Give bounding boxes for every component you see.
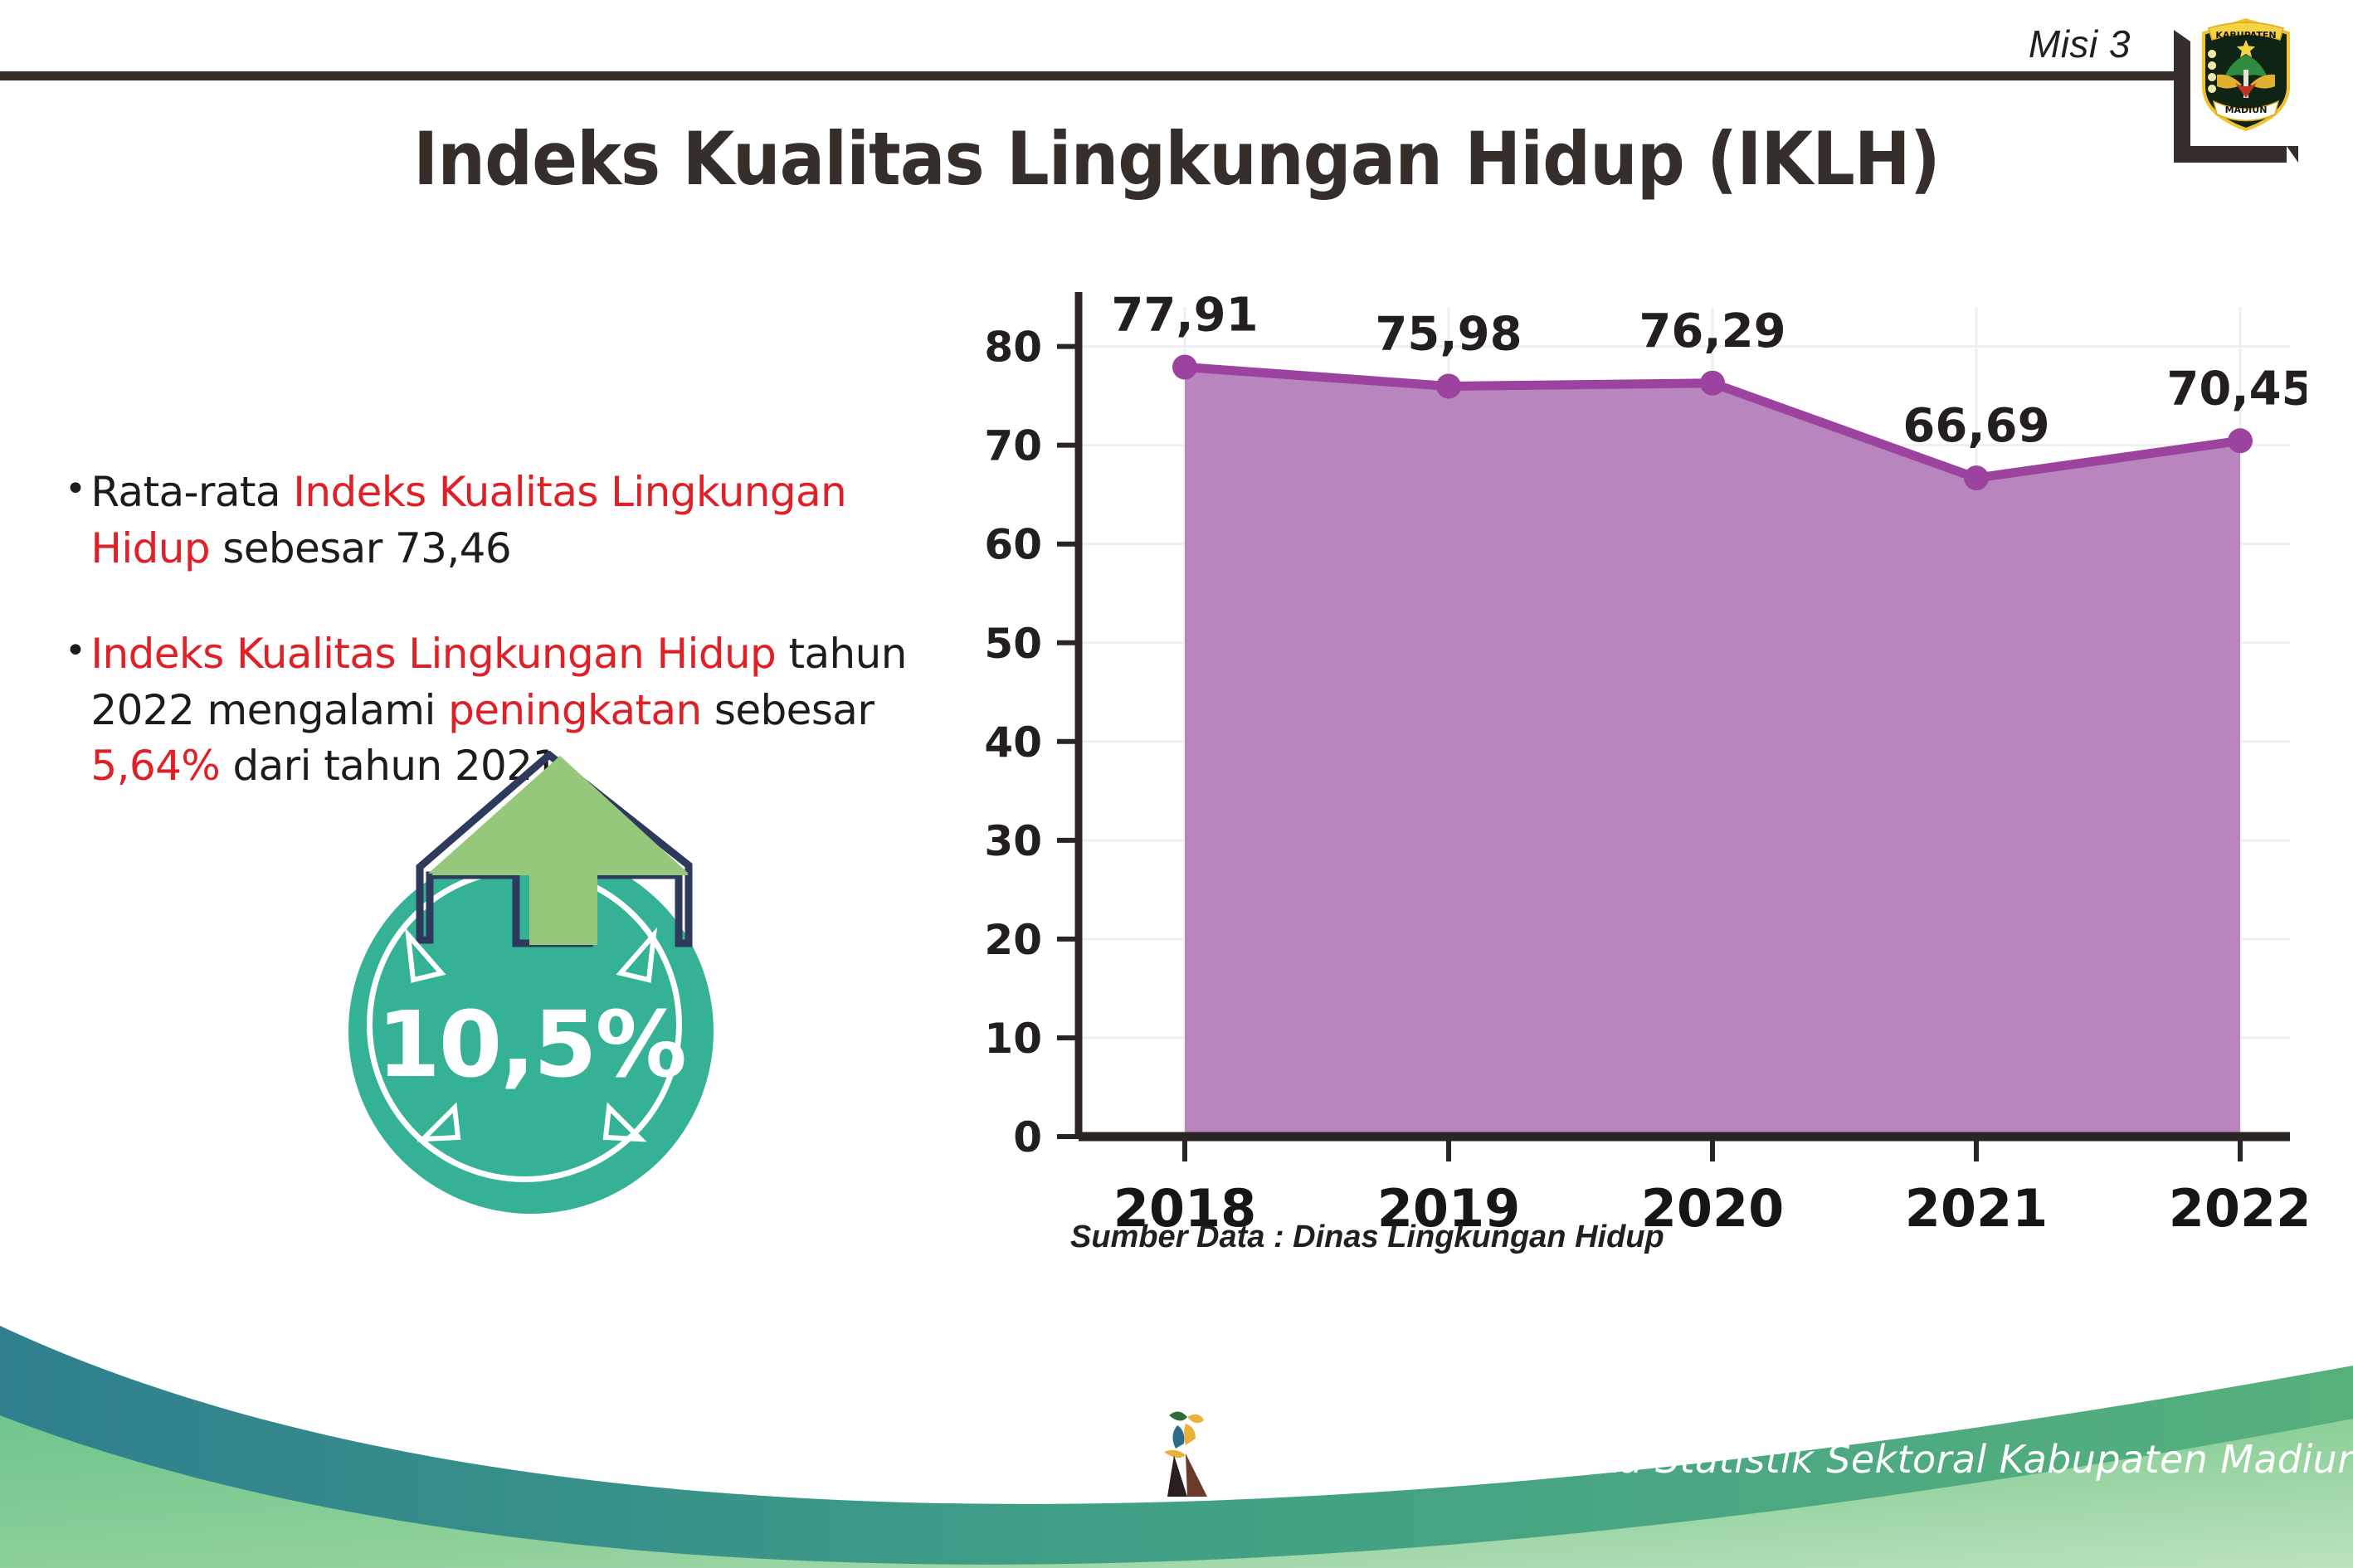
x-axis-tick-label: 2018: [1113, 1178, 1257, 1239]
logo-bracket: [2174, 30, 2298, 163]
x-axis-tick-label: 2019: [1377, 1178, 1521, 1239]
plain-text: Rata-rata: [90, 468, 294, 516]
svg-text:MADIUN: MADIUN: [2225, 105, 2268, 115]
x-axis-tick-label: 2021: [1905, 1178, 2049, 1239]
data-point-label: 66,69: [1902, 399, 2049, 453]
svg-text:KABUPATEN: KABUPATEN: [2215, 30, 2276, 41]
bullet-glyph: •: [65, 468, 86, 510]
plain-text: sebesar: [701, 685, 874, 734]
list-item: • Rata-rata Indeks Kualitas Lingkungan H…: [65, 465, 961, 577]
data-point-marker: [1964, 465, 1989, 491]
footer-banner: Media Infografis Data Statistik Sektoral…: [0, 1294, 2353, 1568]
data-point-label: 76,29: [1639, 304, 1785, 358]
increase-badge: 10,5%: [332, 751, 763, 1215]
area-fill: [1185, 367, 2240, 1137]
highlighted-text: Indeks Kualitas Lingkungan Hidup: [90, 630, 777, 678]
y-axis-tick-label: 10: [984, 1015, 1042, 1063]
source-note: Sumber Data : Dinas Lingkungan Hidup: [1070, 1220, 1664, 1254]
misi-label: Misi 3: [2028, 22, 2131, 66]
arrow-up-icon: [416, 751, 693, 947]
data-point-label: 77,91: [1111, 289, 1258, 343]
data-point-label: 70,45: [2166, 362, 2307, 416]
dancer-figure-icon: [1164, 1411, 1207, 1497]
data-point-marker: [1172, 354, 1197, 380]
header-divider: [0, 71, 2189, 80]
y-axis-tick-label: 20: [984, 916, 1042, 964]
footer-text: Media Infografis Data Statistik Sektoral…: [1226, 1437, 2353, 1482]
plain-text: sebesar 73,46: [210, 523, 512, 572]
page-title: Indeks Kualitas Lingkungan Hidup (IKLH): [413, 116, 1941, 202]
kabupaten-madiun-crest-icon: KABUPATEN MADIUN: [2197, 15, 2295, 133]
y-axis-tick-label: 40: [984, 718, 1042, 767]
data-point-marker: [1700, 370, 1725, 396]
y-axis-tick-label: 0: [1013, 1113, 1042, 1161]
highlighted-text: peningkatan: [448, 685, 702, 734]
bullet-glyph: •: [65, 630, 86, 672]
y-axis-tick-label: 30: [984, 817, 1042, 865]
list-item: • Indeks Kualitas Lingkungan Hidup tahun…: [65, 626, 961, 795]
list-item-text: Indeks Kualitas Lingkungan Hidup tahun 2…: [90, 626, 961, 795]
data-point-marker: [2228, 428, 2253, 454]
highlighted-text: Indeks Kualitas Lingkungan Hidup: [90, 468, 847, 572]
badge-value: 10,5%: [377, 991, 687, 1098]
list-item-text: Rata-rata Indeks Kualitas Lingkungan Hid…: [90, 465, 961, 577]
data-point-marker: [1436, 373, 1461, 399]
y-axis-tick-label: 70: [984, 422, 1042, 470]
key-findings-list: • Rata-rata Indeks Kualitas Lingkungan H…: [65, 465, 961, 845]
plain-text: dari tahun 2021: [220, 742, 558, 790]
iklh-area-chart: 77,91 75,98 76,29 66,69 70,45 0 10 20 30 40 50 60 70…: [962, 274, 2307, 1286]
y-axis-tick-label: 80: [984, 324, 1042, 372]
highlighted-text: 5,64%: [90, 742, 221, 790]
plain-text: tahun 2022 mengalami: [90, 630, 907, 734]
badge-corner-ticks: [404, 927, 658, 1142]
x-axis-tick-label: 2020: [1641, 1178, 1785, 1239]
data-point-label: 75,98: [1375, 307, 1522, 361]
x-axis-tick-label: 2022: [2169, 1178, 2307, 1239]
y-axis-tick-label: 50: [984, 620, 1042, 668]
y-axis-tick-label: 60: [984, 521, 1042, 569]
